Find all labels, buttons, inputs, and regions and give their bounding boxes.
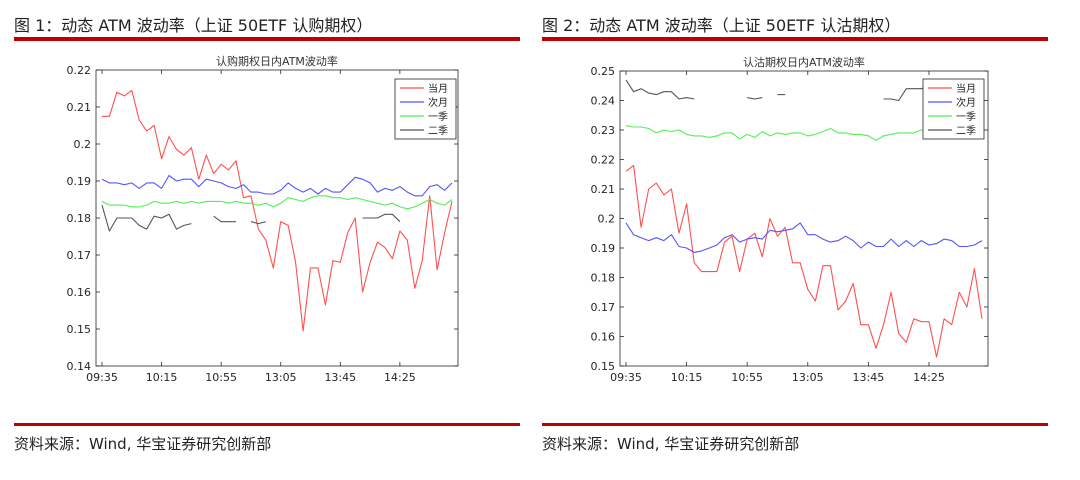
x-tick-label: 10:55 <box>205 371 237 384</box>
y-tick-label: 0.17 <box>67 249 92 262</box>
series-line-二季 <box>101 204 192 232</box>
source-note: 资料来源：Wind, 华宝证券研究创新部 <box>542 435 800 453</box>
series-line-二季 <box>362 213 401 223</box>
divider <box>542 423 1048 426</box>
y-tick-label: 0.17 <box>591 301 616 314</box>
y-tick-label: 0.19 <box>591 242 616 255</box>
x-tick-label: 13:45 <box>324 371 356 384</box>
x-tick-label: 14:25 <box>913 371 945 384</box>
legend-box <box>922 78 985 140</box>
figure-panel-put: 图 2：动态 ATM 波动率（上证 50ETF 认沽期权） 认沽期权日内ATM波… <box>542 0 1048 480</box>
figure-panel-call: 图 1：动态 ATM 波动率（上证 50ETF 认购期权） 认购期权日内ATM波… <box>14 0 520 480</box>
divider <box>14 37 520 41</box>
series-line-当月 <box>102 89 453 332</box>
chart-svg: 认购期权日内ATM波动率 0.14 0.15 0.16 0.17 0.18 0.19 0.2 0… <box>67 54 459 384</box>
x-tick-label: 13:05 <box>265 371 297 384</box>
legend-label: 二季 <box>428 125 448 137</box>
series-line-二季 <box>250 221 266 225</box>
legend-label: 当月 <box>956 82 976 95</box>
y-tick-label: 0.16 <box>591 331 616 344</box>
x-tick-label: 10:15 <box>146 371 178 384</box>
y-tick-label: 0.24 <box>591 95 616 108</box>
x-tick-label: 10:15 <box>671 371 703 384</box>
chart-title: 认购期权日内ATM波动率 <box>216 54 338 68</box>
series-line-一季 <box>101 195 453 210</box>
legend-label: 次月 <box>956 96 976 109</box>
y-tick-label: 0.2 <box>74 138 92 151</box>
chart-put: 认沽期权日内ATM波动率 0.15 0.16 0.17 0.18 0.19 0.2 0.21 0… <box>542 41 1048 423</box>
y-tick-label: 0.15 <box>591 360 616 373</box>
figure-title: 图 2：动态 ATM 波动率（上证 50ETF 认沽期权） <box>542 16 901 35</box>
chart-call: 认购期权日内ATM波动率 0.14 0.15 0.16 0.17 0.18 0.19 0.2 0… <box>14 41 520 423</box>
figure-title: 图 1：动态 ATM 波动率（上证 50ETF 认购期权） <box>14 16 373 35</box>
y-tick-label: 0.16 <box>67 286 92 299</box>
series-line-次月 <box>101 174 453 197</box>
divider <box>542 37 1048 41</box>
y-tick-label: 0.21 <box>67 101 92 114</box>
chart-svg: 认沽期权日内ATM波动率 0.15 0.16 0.17 0.18 0.19 0.2 0.21 0… <box>591 55 989 384</box>
y-tick-label: 0.22 <box>67 64 92 77</box>
y-tick-label: 0.19 <box>67 175 92 188</box>
x-tick-label: 13:45 <box>853 371 885 384</box>
y-tick-label: 0.25 <box>591 65 616 78</box>
y-tick-label: 0.15 <box>67 323 92 336</box>
series-line-二季 <box>625 79 695 100</box>
source-note: 资料来源：Wind, 华宝证券研究创新部 <box>14 435 272 453</box>
legend-label: 一季 <box>428 111 448 123</box>
y-tick-label: 0.21 <box>591 183 616 196</box>
series-line-二季 <box>213 215 236 223</box>
y-tick-label: 0.14 <box>67 360 92 373</box>
y-tick-label: 0.18 <box>67 212 92 225</box>
legend-box <box>394 78 457 140</box>
legend-label: 二季 <box>956 125 976 137</box>
series-line-次月 <box>625 222 983 253</box>
y-tick-label: 0.23 <box>591 124 616 137</box>
x-tick-label: 09:35 <box>610 371 642 384</box>
x-tick-label: 09:35 <box>86 371 118 384</box>
legend-label: 次月 <box>428 96 448 109</box>
y-tick-label: 0.22 <box>591 154 616 167</box>
series-line-二季 <box>747 97 763 100</box>
x-tick-label: 14:25 <box>384 371 416 384</box>
x-tick-label: 10:55 <box>731 371 763 384</box>
chart-title: 认沽期权日内ATM波动率 <box>743 55 865 69</box>
series-line-当月 <box>625 164 983 358</box>
y-tick-label: 0.18 <box>591 272 616 285</box>
legend-label: 一季 <box>956 111 976 123</box>
divider <box>14 423 520 426</box>
x-tick-label: 13:05 <box>792 371 824 384</box>
legend-label: 当月 <box>428 82 448 95</box>
y-tick-label: 0.2 <box>598 213 616 226</box>
